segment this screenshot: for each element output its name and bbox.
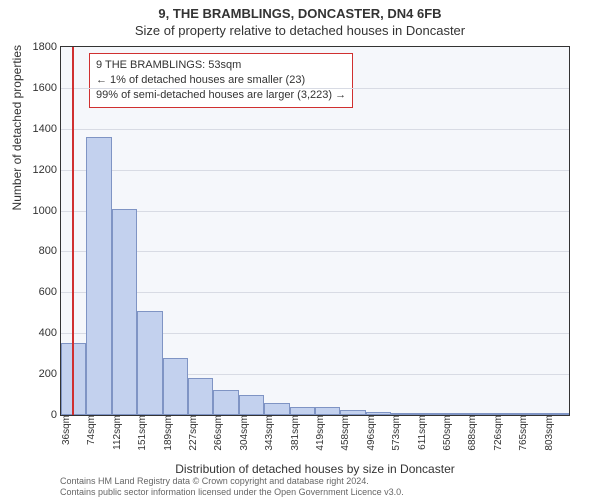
histogram-bar [239, 395, 264, 415]
x-axis-label: Distribution of detached houses by size … [60, 462, 570, 476]
histogram-bar [213, 390, 238, 415]
x-tick-label: 573sqm [389, 415, 402, 451]
x-tick-label: 343sqm [262, 415, 275, 451]
histogram-bar [264, 403, 289, 415]
x-tick-label: 803sqm [542, 415, 555, 451]
histogram-bar [112, 209, 137, 415]
x-tick-label: 381sqm [288, 415, 301, 451]
x-tick-label: 189sqm [161, 415, 174, 451]
x-tick-label: 36sqm [59, 415, 72, 445]
footer-line2: Contains public sector information licen… [60, 487, 404, 498]
page-title-address: 9, THE BRAMBLINGS, DONCASTER, DN4 6FB [0, 0, 600, 21]
x-tick-label: 611sqm [415, 415, 428, 450]
x-tick-label: 419sqm [313, 415, 326, 451]
x-tick-label: 458sqm [338, 415, 351, 451]
footer-line1: Contains HM Land Registry data © Crown c… [60, 476, 404, 487]
y-tick-label: 400 [17, 327, 61, 339]
y-tick-label: 200 [17, 368, 61, 380]
x-tick-label: 688sqm [465, 415, 478, 451]
page-title-sub: Size of property relative to detached ho… [0, 21, 600, 38]
y-tick-label: 1200 [17, 164, 61, 176]
x-tick-label: 266sqm [211, 415, 224, 451]
x-tick-label: 74sqm [84, 415, 97, 445]
y-tick-label: 1000 [17, 205, 61, 217]
x-tick-label: 765sqm [516, 415, 529, 451]
histogram-bar [290, 407, 315, 415]
chart-plot-area: 9 THE BRAMBLINGS: 53sqm ← 1% of detached… [60, 46, 570, 416]
y-tick-label: 1600 [17, 82, 61, 94]
y-tick-label: 1400 [17, 123, 61, 135]
y-tick-label: 800 [17, 245, 61, 257]
histogram-bar [188, 378, 213, 415]
histogram-bar [137, 311, 162, 415]
x-tick-label: 650sqm [440, 415, 453, 451]
x-tick-label: 726sqm [491, 415, 504, 451]
y-tick-label: 600 [17, 286, 61, 298]
chart-legend-box: 9 THE BRAMBLINGS: 53sqm ← 1% of detached… [89, 53, 353, 108]
legend-line-larger: 99% of semi-detached houses are larger (… [96, 88, 346, 103]
y-tick-label: 1800 [17, 41, 61, 53]
x-tick-label: 112sqm [110, 415, 123, 450]
x-tick-label: 227sqm [186, 415, 199, 451]
histogram-bar [315, 407, 340, 415]
x-tick-label: 151sqm [135, 415, 148, 451]
x-tick-label: 304sqm [237, 415, 250, 451]
subject-marker-line [72, 47, 74, 415]
histogram-bar [163, 358, 188, 415]
legend-line-smaller: ← 1% of detached houses are smaller (23) [96, 73, 346, 88]
footer-attribution: Contains HM Land Registry data © Crown c… [60, 476, 404, 499]
x-tick-label: 496sqm [364, 415, 377, 451]
histogram-bar [86, 137, 111, 415]
y-tick-label: 0 [17, 409, 61, 421]
y-axis-label: Number of detached properties [10, 0, 24, 230]
legend-line-subject: 9 THE BRAMBLINGS: 53sqm [96, 58, 346, 73]
